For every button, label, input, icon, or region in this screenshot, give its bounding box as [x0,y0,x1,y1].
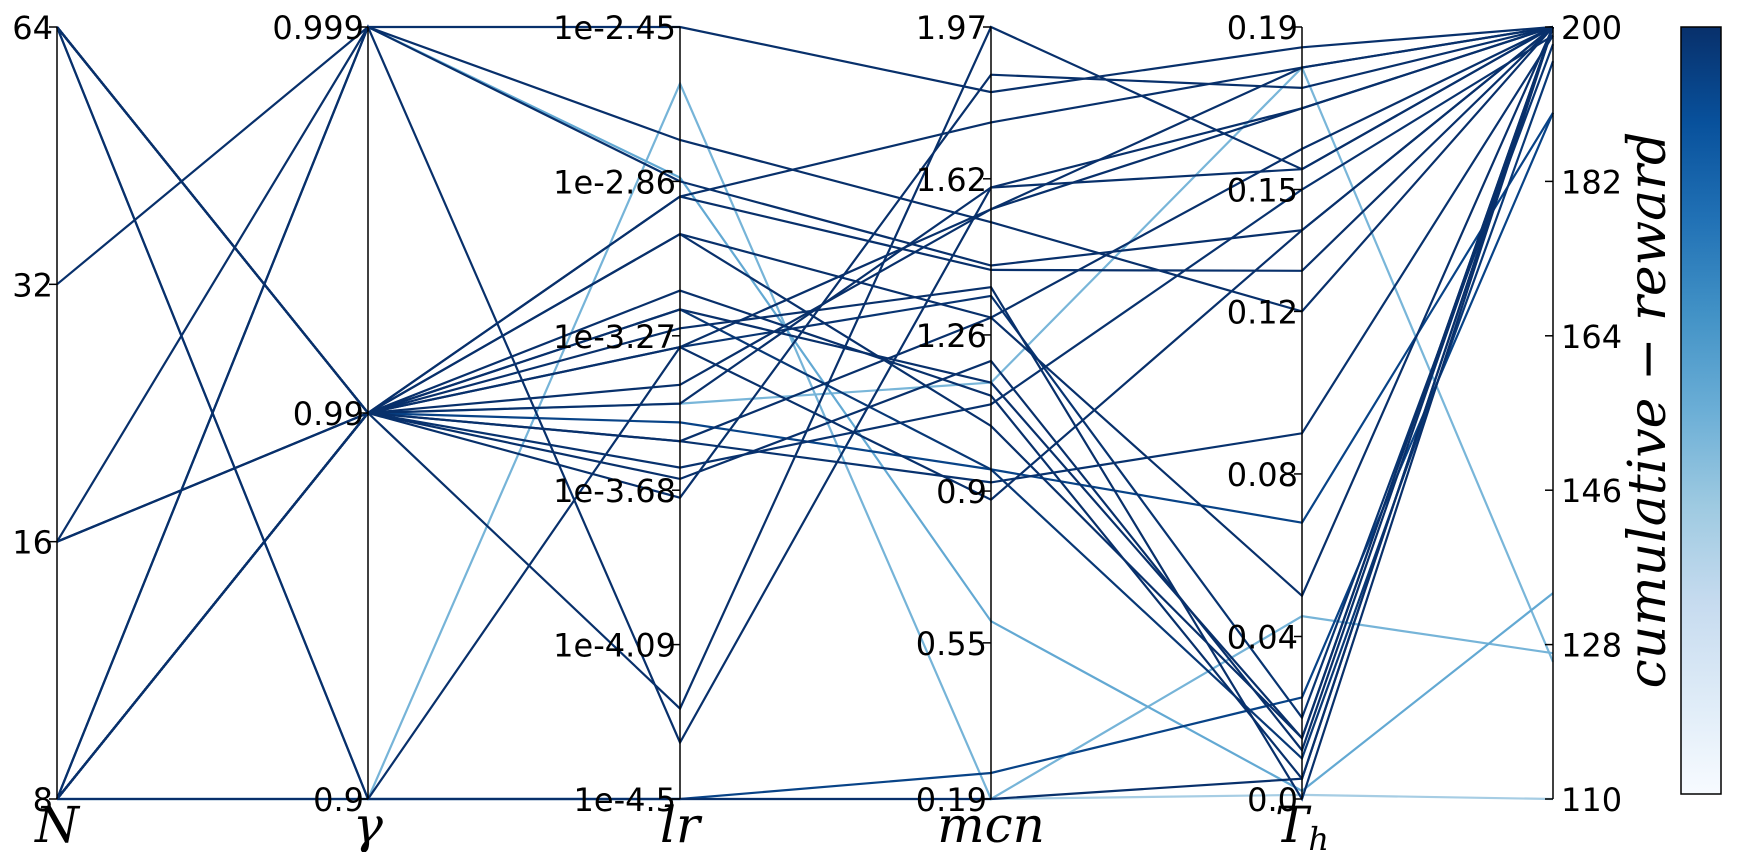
tick-label: 0.99 [293,395,364,433]
tick-label: 0.15 [1227,172,1298,210]
axis-title: lr [660,796,703,852]
series-line [56,25,1554,286]
colorbar-gradient [1680,26,1722,795]
tick-label: 200 [1561,9,1622,47]
tick-label: 146 [1561,472,1622,510]
tick-label: 0.0 [1247,781,1298,819]
tick-label: 0.19 [916,781,987,819]
tick-label: 1.62 [916,161,987,199]
tick-label: 1e-2.86 [553,163,676,201]
series-line [57,25,1554,801]
tick-label: 0.9 [936,473,987,511]
colorbar: cumulative − reward [1618,26,1722,795]
series-line [56,26,1555,741]
tick-label: 0.08 [1227,456,1298,494]
axis-title: γ [353,796,383,852]
series-line [56,26,1554,443]
series-line [56,26,1555,802]
series-line [56,26,1554,543]
tick-label: 1.97 [916,9,987,47]
tick-label: 110 [1561,781,1622,819]
axis-title: N [34,796,81,852]
tick-label: 0.12 [1227,293,1298,331]
tick-label: 182 [1561,163,1622,201]
axis-title: Th [1275,796,1329,852]
series-line [56,35,1554,543]
axis-labels: 8 16 32 64 N 0.9 0.99 0.999 γ 1e-4.5 1e-4.09 1e-3.6… [12,9,1622,852]
tick-label: 8 [33,781,53,819]
axes [49,26,1554,800]
tick-label: 0.999 [272,9,364,47]
data-lines [55,24,1555,802]
tick-label: 1e-4.09 [553,627,676,665]
tick-label: 16 [12,524,53,562]
tick-label: 164 [1561,318,1622,356]
tick-label: 0.55 [916,625,987,663]
tick-label: 0.04 [1227,618,1298,656]
series-line [56,26,1554,469]
series-line [56,25,1554,543]
tick-label: 32 [12,266,53,304]
tick-label: 1e-3.27 [553,318,676,356]
tick-label: 1e-4.5 [574,781,676,819]
tick-label: 0.9 [313,781,364,819]
colorbar-label: cumulative − reward [1618,132,1678,689]
axis-title: mcn [937,796,1045,852]
tick-label: 64 [12,9,53,47]
tick-label: 0.19 [1227,9,1298,47]
tick-label: 1.26 [916,317,987,355]
tick-label: 1e-2.45 [553,9,676,47]
tick-label: 128 [1561,627,1622,665]
series-line [56,26,1555,753]
tick-label: 1e-3.68 [553,472,676,510]
series-line [56,26,1555,800]
